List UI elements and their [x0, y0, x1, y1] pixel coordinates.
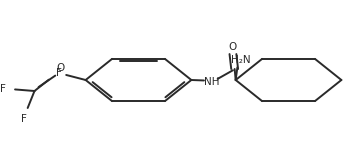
Text: H₂N: H₂N [231, 55, 251, 65]
Text: F: F [56, 68, 62, 78]
Text: NH: NH [204, 77, 220, 87]
Text: F: F [0, 84, 6, 94]
Text: O: O [229, 42, 237, 52]
Text: F: F [21, 113, 27, 124]
Text: O: O [56, 63, 64, 73]
